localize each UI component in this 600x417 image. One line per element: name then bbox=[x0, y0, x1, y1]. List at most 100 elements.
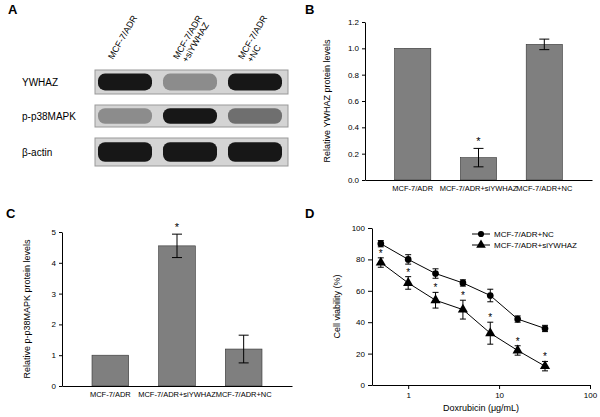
error-bar bbox=[539, 39, 549, 50]
tick-label: 40 bbox=[356, 318, 365, 327]
tick-label: MCF-7/ADR bbox=[90, 390, 131, 399]
point bbox=[403, 277, 413, 286]
band bbox=[228, 74, 282, 91]
tick: 0.4 bbox=[348, 123, 365, 132]
tick-label: MCF-7/ADR+siYWHAZ bbox=[138, 390, 216, 399]
tick: 20 bbox=[356, 350, 372, 359]
lane-label: +NC bbox=[245, 43, 263, 64]
tick-mark bbox=[590, 385, 591, 389]
error-cap bbox=[487, 344, 493, 345]
tick-mark bbox=[59, 294, 62, 295]
tick-mark bbox=[59, 324, 62, 325]
point bbox=[542, 325, 549, 332]
x-axis-line bbox=[373, 385, 591, 386]
error-bar bbox=[172, 234, 182, 257]
tick-label: MCF-7/ADR+siYWHAZ bbox=[440, 184, 518, 193]
tick-label: 0.4 bbox=[348, 123, 360, 132]
figure: AMCF-7/ADRMCF-7/ADR+siYWHAZMCF-7/ADR+NCY… bbox=[0, 0, 600, 417]
tick: 4 bbox=[52, 259, 62, 268]
tick: 1 bbox=[52, 351, 62, 360]
plot-area bbox=[92, 234, 262, 386]
band bbox=[98, 108, 152, 123]
tick-label: 1 bbox=[406, 391, 411, 400]
lane-label: +siYWHAZ bbox=[180, 20, 211, 64]
panel-label: A bbox=[8, 2, 18, 17]
significance-mark: * bbox=[543, 351, 547, 362]
error-cap bbox=[474, 166, 484, 167]
plot-area bbox=[395, 39, 563, 180]
significance-mark: * bbox=[406, 267, 410, 278]
error-line bbox=[478, 148, 479, 166]
tick-label: 4 bbox=[52, 259, 57, 268]
tick-label: 0.2 bbox=[348, 150, 360, 159]
y-axis-line bbox=[365, 23, 366, 181]
error-cap bbox=[542, 370, 548, 371]
error-bar bbox=[378, 241, 384, 247]
tick-label: 1 bbox=[52, 351, 57, 360]
error-cap bbox=[487, 301, 493, 302]
error-bar bbox=[487, 289, 493, 302]
tick-mark bbox=[362, 154, 365, 155]
tick-label: 80 bbox=[356, 255, 365, 264]
tick: 80 bbox=[356, 255, 372, 264]
blot-strip bbox=[95, 105, 288, 127]
tick-label: 0.0 bbox=[348, 176, 360, 185]
point bbox=[460, 280, 467, 287]
tick-label: 0 bbox=[361, 381, 366, 390]
legend-item: MCF-7/ADR+siYWHAZ bbox=[472, 239, 577, 250]
significance-mark: * bbox=[175, 221, 180, 233]
tick: 1.0 bbox=[348, 44, 365, 53]
error-cap bbox=[172, 257, 182, 258]
legend-marker bbox=[476, 239, 486, 247]
tick-mark bbox=[362, 101, 365, 102]
tick: 60 bbox=[356, 287, 372, 296]
tick: 1 bbox=[406, 385, 411, 400]
blot-strip bbox=[95, 70, 288, 94]
tick-label: 2 bbox=[52, 320, 57, 329]
point bbox=[377, 240, 384, 247]
tick: MCF-7/ADR+NC bbox=[216, 386, 273, 399]
tick-label: 100 bbox=[584, 391, 598, 400]
tick: 5 bbox=[52, 228, 62, 237]
legend-label: MCF-7/ADR+NC bbox=[494, 230, 554, 239]
tick: 40 bbox=[356, 318, 372, 327]
tick-mark bbox=[362, 180, 365, 181]
legend-item: MCF-7/ADR+NC bbox=[472, 230, 554, 239]
x-axis: MCF-7/ADR MCF-7/ADR+siYWHAZMCF-7/ADR+NC bbox=[63, 386, 293, 399]
band bbox=[163, 74, 217, 91]
row-label: β-actin bbox=[22, 147, 52, 158]
error-bar bbox=[239, 335, 249, 363]
y-axis-line bbox=[372, 229, 373, 386]
significance-mark: * bbox=[488, 312, 492, 323]
error-cap bbox=[378, 267, 384, 268]
error-line bbox=[544, 39, 545, 50]
error-bar bbox=[542, 325, 548, 331]
tick: 0.0 bbox=[348, 176, 365, 185]
bar bbox=[395, 48, 431, 180]
tick-label: 5 bbox=[52, 228, 57, 237]
error-cap bbox=[405, 264, 411, 265]
error-cap bbox=[539, 49, 549, 50]
tick: MCF-7/ADR+siYWHAZ bbox=[440, 180, 518, 193]
bar bbox=[92, 355, 129, 386]
tick-label: 1.2 bbox=[348, 18, 360, 27]
tick: 0 bbox=[361, 381, 372, 390]
error-cap bbox=[539, 39, 549, 40]
tick-label: 1.0 bbox=[348, 44, 360, 53]
error-bar bbox=[405, 255, 411, 264]
x-axis: MCF-7/ADRMCF-7/ADR+siYWHAZMCF-7/ADR+NC bbox=[366, 180, 593, 193]
tick-mark bbox=[59, 232, 62, 233]
tick-label: 60 bbox=[356, 287, 365, 296]
row-label: p-p38MAPK bbox=[22, 111, 76, 122]
error-cap bbox=[460, 319, 466, 320]
tick: 10 bbox=[495, 385, 504, 400]
band bbox=[98, 142, 152, 162]
point bbox=[432, 270, 439, 277]
panel-label: D bbox=[305, 206, 314, 221]
error-cap bbox=[172, 234, 182, 235]
tick-label: MCF-7/ADR bbox=[392, 184, 433, 193]
point bbox=[485, 327, 495, 336]
error-cap bbox=[487, 289, 493, 290]
band bbox=[98, 74, 152, 91]
tick: 0.2 bbox=[348, 150, 365, 159]
